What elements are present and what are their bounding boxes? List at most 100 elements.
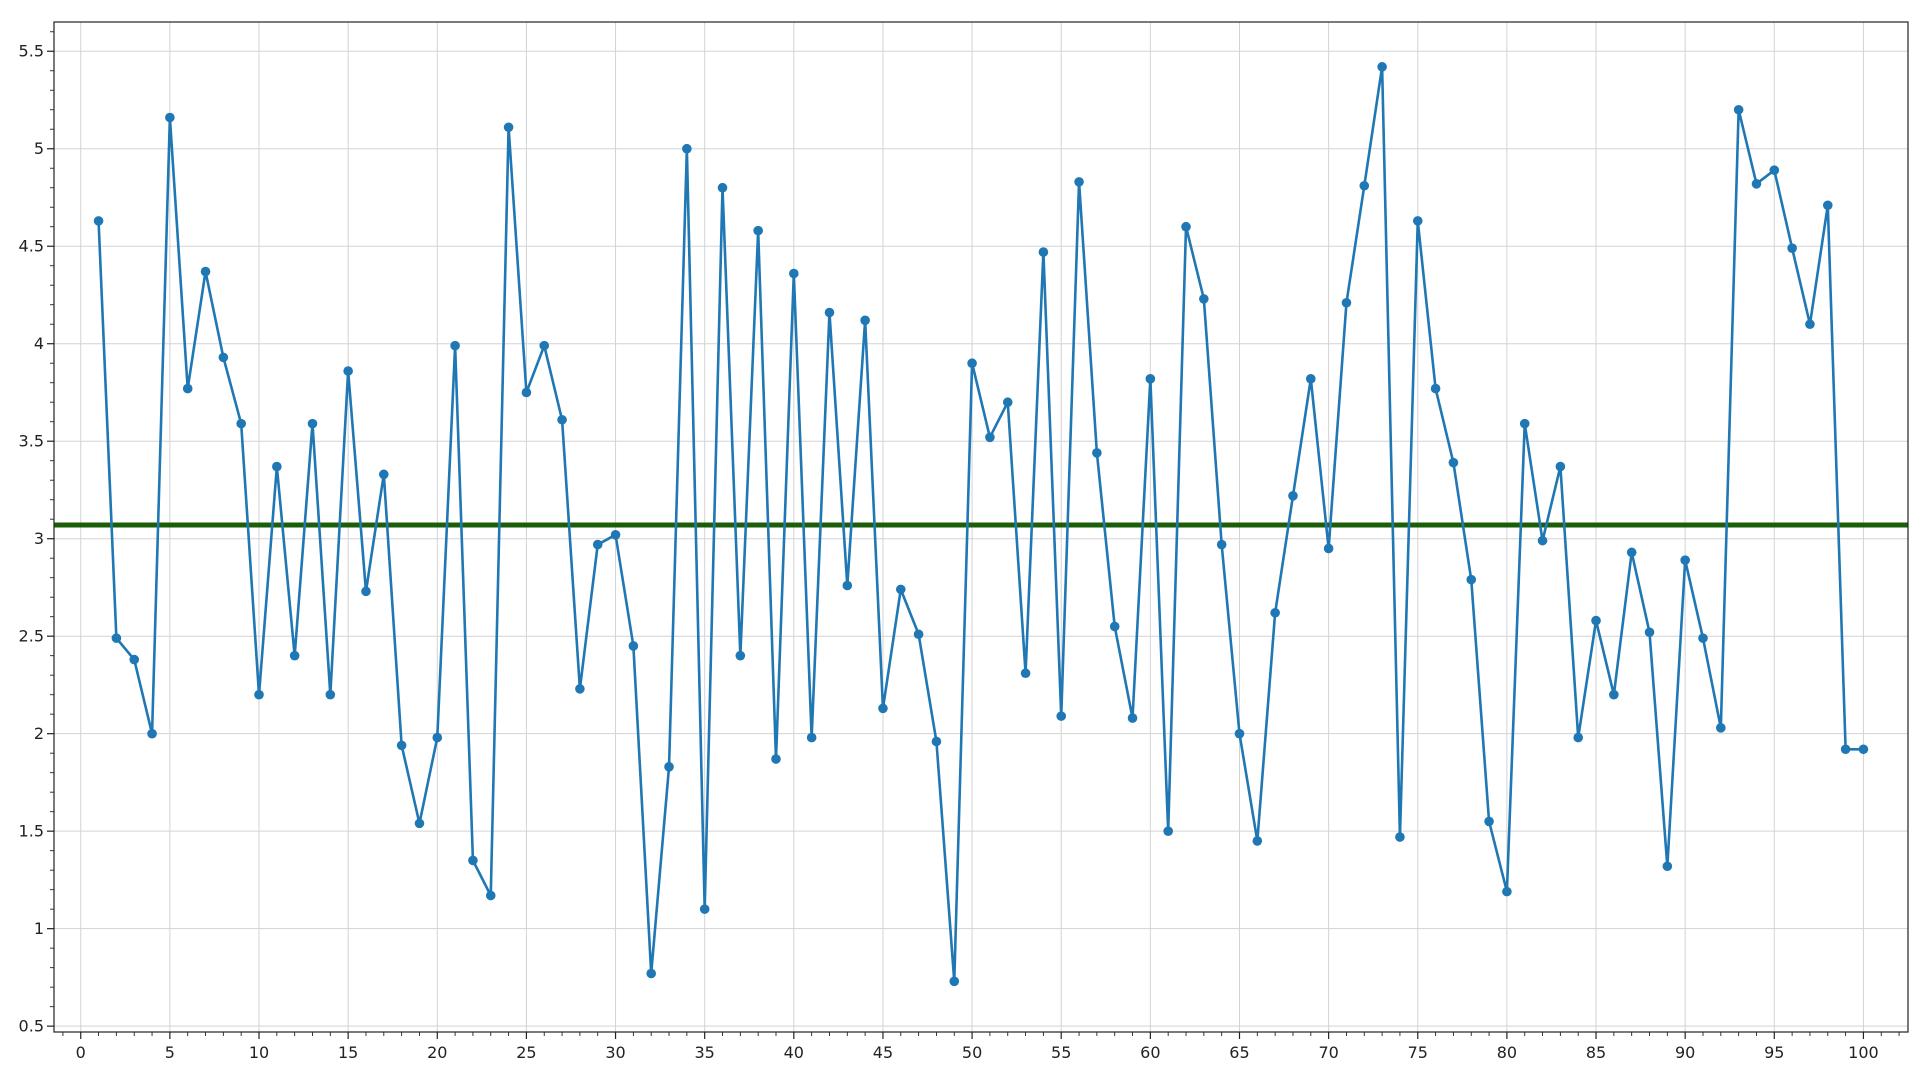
data-point: [949, 976, 960, 987]
data-point: [1609, 689, 1619, 700]
x-tick-label: 30: [605, 1043, 625, 1062]
axes-frame: [53, 21, 1909, 1033]
x-tick-label: 35: [695, 1043, 715, 1062]
data-point: [1199, 294, 1209, 304]
data-point: [503, 122, 514, 133]
data-point: [1181, 221, 1191, 232]
data-point: [182, 383, 193, 394]
y-tick-label: 2.5: [19, 627, 44, 646]
data-point: [378, 469, 389, 480]
x-tick-label: 85: [1586, 1043, 1606, 1062]
data-point: [165, 112, 175, 123]
data-point: [1074, 177, 1084, 187]
data-point: [1092, 448, 1102, 458]
x-tick-label: 75: [1408, 1043, 1428, 1062]
data-point: [789, 268, 799, 279]
x-tick-label: 15: [338, 1043, 358, 1062]
data-point: [1537, 535, 1548, 546]
data-point: [468, 855, 478, 866]
data-point: [1252, 836, 1263, 846]
data-point: [93, 216, 104, 226]
data-point: [361, 586, 371, 597]
y-tick-label: 2: [34, 724, 44, 743]
y-tick-label: 0.5: [19, 1017, 44, 1036]
data-point: [575, 684, 585, 694]
data-point: [1769, 165, 1780, 175]
data-point: [1502, 886, 1512, 897]
ticks-layer: 0 5 10 15 20 25 30 35 40 45 50 55 60 65 70 75 80 85 90 95 10…: [19, 31, 1900, 1062]
data-point: [878, 703, 888, 714]
data-point: [272, 461, 282, 472]
data-point: [1822, 200, 1833, 211]
series-layer: [93, 62, 1869, 987]
y-tick-label: 1: [34, 919, 44, 938]
data-point: [913, 629, 924, 640]
data-point: [860, 315, 870, 326]
data-point: [521, 387, 532, 398]
y-tick-label: 4: [34, 334, 44, 353]
data-point: [664, 762, 674, 772]
data-point: [592, 539, 603, 550]
data-point: [1020, 668, 1031, 679]
data-point: [307, 418, 318, 429]
x-tick-label: 20: [427, 1043, 447, 1062]
data-point: [717, 182, 728, 193]
data-point: [1359, 180, 1370, 191]
data-point: [1787, 243, 1797, 253]
data-point: [735, 650, 746, 661]
x-tick-label: 25: [516, 1043, 536, 1062]
data-point: [1002, 397, 1013, 408]
data-point: [771, 754, 781, 764]
x-tick-label: 95: [1764, 1043, 1784, 1062]
data-point: [1216, 539, 1227, 550]
data-point: [682, 143, 692, 154]
x-tick-label: 65: [1229, 1043, 1249, 1062]
data-point: [254, 689, 264, 700]
x-tick-label: 50: [962, 1043, 982, 1062]
x-tick-label: 55: [1051, 1043, 1071, 1062]
data-point: [1466, 574, 1477, 585]
data-point: [1395, 832, 1405, 842]
data-point: [699, 904, 710, 914]
data-point: [236, 418, 246, 429]
data-point: [895, 584, 906, 595]
data-point: [646, 968, 657, 979]
data-point: [557, 414, 567, 425]
data-point: [129, 654, 140, 665]
data-point: [1733, 104, 1744, 115]
data-point: [806, 732, 817, 743]
data-point: [1270, 607, 1280, 618]
data-point: [485, 890, 496, 901]
data-point: [414, 818, 425, 829]
data-point: [967, 358, 977, 369]
data-point: [1484, 816, 1494, 827]
y-tick-label: 5: [34, 139, 44, 158]
data-point: [1662, 861, 1673, 872]
data-point: [1127, 713, 1138, 723]
data-point: [1858, 744, 1869, 755]
x-tick-label: 45: [873, 1043, 893, 1062]
data-point: [289, 650, 300, 661]
data-point: [824, 307, 835, 318]
data-point: [1680, 555, 1690, 565]
x-tick-label: 70: [1318, 1043, 1338, 1062]
x-tick-label: 5: [165, 1043, 175, 1062]
data-point: [1305, 374, 1316, 384]
data-point: [539, 340, 550, 351]
x-tick-label: 0: [76, 1043, 86, 1062]
data-point: [1716, 723, 1726, 733]
data-point: [1109, 621, 1120, 632]
data-point: [1234, 728, 1245, 739]
y-tick-label: 5.5: [19, 42, 44, 61]
data-point: [1573, 732, 1584, 743]
data-point: [1448, 457, 1459, 468]
x-tick-label: 100: [1848, 1043, 1879, 1062]
data-point: [218, 352, 229, 363]
data-point: [1145, 374, 1156, 384]
data-point: [432, 732, 443, 743]
data-point: [1323, 543, 1334, 554]
data-point: [1751, 179, 1762, 189]
data-point: [1698, 633, 1708, 643]
data-point: [1430, 383, 1441, 394]
data-point: [753, 225, 763, 236]
